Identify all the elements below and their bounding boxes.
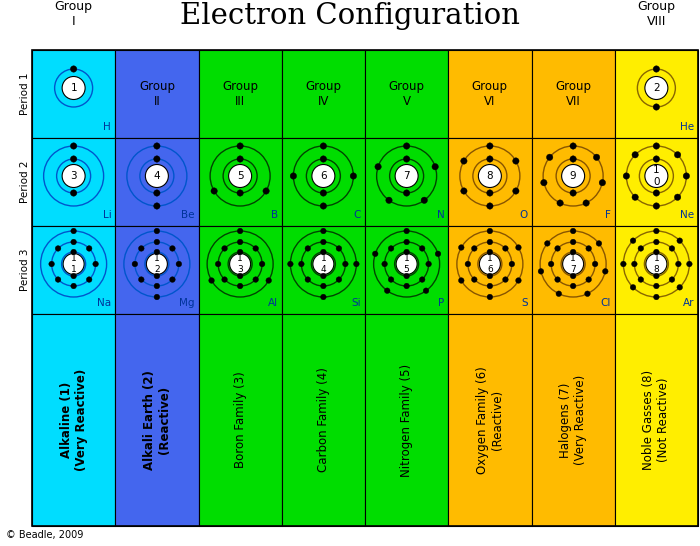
Circle shape <box>486 156 493 162</box>
Circle shape <box>632 194 638 200</box>
Circle shape <box>321 294 326 300</box>
Circle shape <box>403 190 410 196</box>
Bar <box>199 226 281 314</box>
Circle shape <box>321 283 326 289</box>
Circle shape <box>321 273 326 279</box>
Circle shape <box>176 261 182 267</box>
Circle shape <box>487 294 493 300</box>
Text: Group
III: Group III <box>222 80 258 108</box>
Bar <box>116 50 199 138</box>
Text: 1
1: 1 1 <box>71 254 76 274</box>
Circle shape <box>320 156 327 162</box>
Circle shape <box>654 283 659 289</box>
Text: Group
I: Group I <box>55 0 92 28</box>
Circle shape <box>237 273 243 279</box>
Text: 2: 2 <box>653 83 659 93</box>
Circle shape <box>321 249 326 255</box>
Circle shape <box>487 228 493 234</box>
Circle shape <box>71 249 76 255</box>
Text: Oxygen Family (6)
(Reactive): Oxygen Family (6) (Reactive) <box>476 366 504 474</box>
Circle shape <box>570 228 576 234</box>
Circle shape <box>674 194 681 200</box>
Text: 7: 7 <box>403 171 410 181</box>
Text: B: B <box>271 210 278 220</box>
Bar <box>615 138 698 226</box>
Circle shape <box>653 143 659 149</box>
Circle shape <box>458 278 464 283</box>
Bar <box>32 138 116 226</box>
Circle shape <box>424 288 429 294</box>
Circle shape <box>154 239 160 245</box>
Text: Group
IV: Group IV <box>305 80 342 108</box>
Text: Alkali Earth (2)
(Reactive): Alkali Earth (2) (Reactive) <box>143 370 171 470</box>
Circle shape <box>154 228 160 234</box>
Circle shape <box>169 246 175 251</box>
Circle shape <box>154 283 160 289</box>
Circle shape <box>503 246 508 251</box>
Circle shape <box>71 156 77 162</box>
Circle shape <box>139 277 144 282</box>
Circle shape <box>486 190 493 196</box>
Bar <box>32 50 698 526</box>
Circle shape <box>512 188 519 194</box>
Circle shape <box>305 277 311 282</box>
Circle shape <box>556 291 561 296</box>
Text: Period 1: Period 1 <box>20 73 30 115</box>
Text: Boron Family (3): Boron Family (3) <box>234 372 246 468</box>
Circle shape <box>62 164 85 187</box>
Circle shape <box>432 164 438 170</box>
Circle shape <box>146 164 169 187</box>
Circle shape <box>169 277 175 282</box>
Circle shape <box>563 253 584 275</box>
Text: 1: 1 <box>70 83 77 93</box>
Circle shape <box>545 241 550 246</box>
Circle shape <box>266 278 272 283</box>
Circle shape <box>237 228 243 234</box>
Text: Mg: Mg <box>179 298 195 308</box>
Circle shape <box>336 277 342 282</box>
Circle shape <box>62 76 85 99</box>
Circle shape <box>71 239 76 245</box>
Bar <box>448 50 531 138</box>
Text: H: H <box>104 122 111 132</box>
Circle shape <box>237 249 243 255</box>
Circle shape <box>229 164 251 187</box>
Text: Nitrogen Family (5): Nitrogen Family (5) <box>400 364 413 477</box>
Text: N: N <box>437 210 444 220</box>
Text: 1
5: 1 5 <box>404 254 410 274</box>
Circle shape <box>465 261 470 267</box>
Circle shape <box>313 253 334 275</box>
Circle shape <box>382 261 387 267</box>
Bar <box>531 50 615 138</box>
Circle shape <box>321 228 326 234</box>
Bar <box>365 50 448 138</box>
Text: Group
II: Group II <box>139 80 175 108</box>
Circle shape <box>312 164 335 187</box>
Circle shape <box>350 173 356 179</box>
Circle shape <box>638 246 643 251</box>
Text: Group
VI: Group VI <box>472 80 508 108</box>
Circle shape <box>653 104 659 110</box>
Text: P: P <box>438 298 444 308</box>
Circle shape <box>403 156 410 162</box>
Circle shape <box>472 277 477 282</box>
Circle shape <box>71 273 76 279</box>
Text: Ar: Ar <box>682 298 694 308</box>
Text: Li: Li <box>102 210 111 220</box>
Bar <box>281 226 365 314</box>
Bar <box>32 226 116 314</box>
Circle shape <box>299 261 304 267</box>
Circle shape <box>677 238 682 244</box>
Circle shape <box>584 291 590 296</box>
Circle shape <box>596 241 602 246</box>
Circle shape <box>154 294 160 300</box>
Circle shape <box>55 246 61 251</box>
Circle shape <box>583 200 589 206</box>
Circle shape <box>599 180 605 186</box>
Circle shape <box>561 164 584 187</box>
Text: Group
VIII: Group VIII <box>638 0 676 28</box>
Circle shape <box>653 66 659 72</box>
Circle shape <box>503 277 508 282</box>
Circle shape <box>631 261 637 267</box>
Circle shape <box>654 228 659 234</box>
